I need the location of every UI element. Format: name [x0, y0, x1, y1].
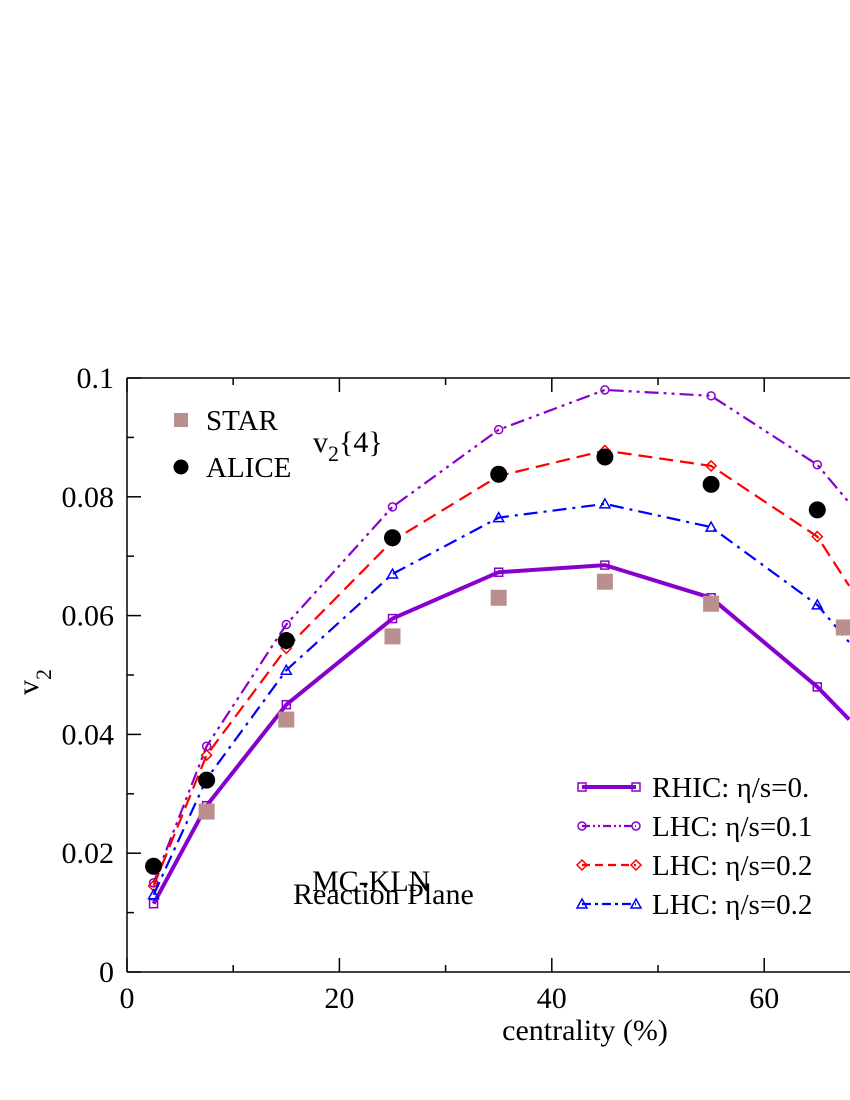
data-alice-point-1 [145, 857, 163, 875]
v2-suffix: {4} [339, 426, 383, 459]
legend-entry-3: LHC: η/s=0.2 [575, 850, 812, 882]
series-4-marker-6 [598, 497, 612, 509]
method-label: Reaction Plane [293, 878, 474, 911]
series-2-marker-8 [812, 459, 823, 470]
data-legend-label-star: STAR [206, 405, 278, 437]
legend: RHIC: η/s=0. LHC: η/s=0.1 LHC: η/s=0.2 LHC:… [575, 772, 812, 921]
data-alice-point-5 [490, 465, 508, 483]
data-legend-marker-alice [173, 459, 189, 475]
series-2-marker-1 [148, 878, 159, 888]
series-4-marker-4 [386, 567, 399, 579]
v2-4-label: v2{4} [313, 426, 383, 466]
plot-clipped [145, 385, 850, 909]
data-star [198, 573, 850, 820]
legend-marker-right-1 [631, 782, 641, 792]
y-tick-label-3: 0.06 [62, 600, 115, 633]
annotations: MC-KLN Reaction Plane v2{4} [293, 426, 474, 911]
data-star-point-6 [703, 595, 720, 612]
legend-entry-2: LHC: η/s=0.1 [577, 811, 812, 843]
x-tick-label-40: 40 [537, 982, 567, 1015]
legend-entry-1: RHIC: η/s=0. [577, 772, 809, 804]
method-label-text: Reaction Plane [293, 878, 474, 911]
legend-label-2: LHC: η/s=0.1 [652, 811, 812, 843]
series-4-marker-5 [492, 511, 505, 523]
data-star-point-7 [835, 619, 850, 636]
series-2-marker-4 [387, 502, 398, 512]
y-tick-label-2: 0.04 [62, 718, 115, 751]
data-star-point-5 [596, 573, 613, 590]
x-tick-label-60: 60 [749, 982, 779, 1015]
v2-sub: 2 [328, 441, 339, 466]
data-star-point-3 [384, 628, 401, 645]
data-alice-point-7 [702, 475, 720, 493]
model-label: MC-KLN [312, 865, 430, 898]
data-alice-point-4 [384, 529, 401, 547]
series-4-marker-1 [147, 888, 160, 900]
data-legend-marker-star [174, 413, 188, 427]
series-3-marker-8 [811, 530, 824, 543]
data-star-point-1 [198, 803, 215, 820]
data-star-point-2 [278, 711, 295, 728]
series-1-marker-6 [600, 560, 610, 570]
y-axis-title-main: v [12, 680, 45, 695]
y-tick-label-5: 0.1 [77, 362, 115, 395]
v2-main: v [313, 426, 328, 459]
y-tick-label-0: 0 [99, 956, 114, 989]
series-4-marker-3 [280, 663, 293, 675]
series-2-marker-5 [493, 424, 504, 435]
legend-marker-left-4 [575, 897, 589, 909]
plot-content [145, 385, 850, 909]
series-1-marker-4 [387, 613, 398, 624]
series-2 [148, 385, 850, 888]
series-2-marker-3 [281, 619, 292, 630]
legend-entry-4: LHC: η/s=0.2 [575, 889, 812, 921]
y-tick-label-4: 0.08 [62, 481, 115, 514]
data-legend-entry-alice: ALICE [173, 452, 291, 484]
legend-marker-left-2 [577, 821, 587, 831]
legend-label-1: RHIC: η/s=0. [652, 772, 809, 804]
data-alice-point-3 [277, 632, 295, 650]
data-alice-point-6 [596, 448, 614, 466]
series-2-line [152, 388, 850, 884]
legend-label-3: LHC: η/s=0.2 [652, 850, 812, 882]
y-axis-title-text: v2 [12, 669, 56, 695]
y-axis-title: v2 [12, 669, 56, 695]
x-axis-title: centrality (%) [502, 1014, 668, 1047]
series-2-marker-6 [600, 385, 610, 395]
series-2-marker-7 [706, 391, 716, 401]
series-3-marker-7 [705, 459, 718, 472]
data-legend: STAR ALICE [173, 405, 291, 484]
y-axis-title-sub: 2 [31, 669, 56, 680]
series-1-line [151, 563, 850, 905]
data-legend-label-alice: ALICE [206, 452, 291, 484]
data-alice [145, 448, 826, 875]
data-legend-entry-star: STAR [174, 405, 278, 437]
series-1-marker-8 [812, 682, 823, 692]
series-4-marker-7 [704, 520, 718, 532]
y-tick-label-1: 0.02 [62, 837, 115, 870]
legend-marker-right-2 [631, 821, 641, 831]
series-4-marker-8 [811, 598, 824, 610]
legend-label-4: LHC: η/s=0.2 [652, 889, 812, 921]
data-star-point-4 [490, 589, 507, 606]
x-tick-label-20: 20 [324, 982, 354, 1015]
data-alice-point-8 [808, 501, 826, 519]
data-alice-point-2 [198, 771, 216, 789]
legend-marker-left-1 [577, 782, 587, 792]
series-1-marker-1 [148, 898, 159, 909]
series-4-line [152, 502, 850, 896]
series-1-marker-5 [493, 567, 504, 577]
legend-marker-left-3 [575, 858, 589, 872]
legend-marker-right-3 [629, 858, 643, 872]
legend-marker-right-4 [629, 897, 643, 909]
axes: 0 20 40 60 0 0.02 0.04 0.06 0.08 0.1 [62, 362, 850, 1015]
series-1-marker-3 [281, 699, 292, 710]
x-tick-label-0: 0 [120, 982, 135, 1015]
series-3-marker-2 [200, 749, 213, 762]
